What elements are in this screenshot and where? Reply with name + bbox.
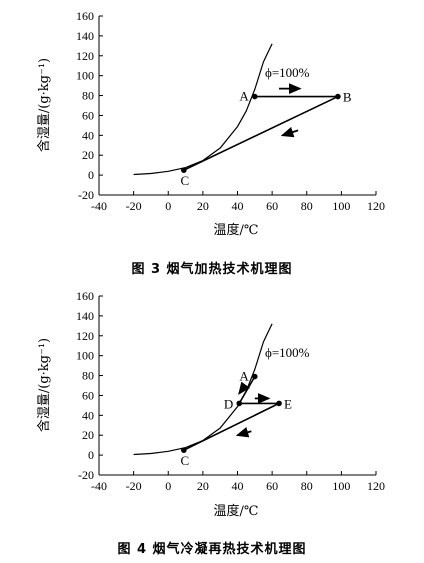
chart-4-y-tick-label: 20 [82,428,94,442]
chart-3-x-tick-label: -20 [126,199,142,213]
chart-4-y-tick-label: 40 [82,408,94,422]
chart-4-x-tick-label: 40 [232,479,244,493]
chart-4-point-label-d: D [224,396,233,411]
figure-3-caption: 图 3 烟气加热技术机理图 [131,261,292,277]
figure-4-caption: 图 4 烟气冷凝再热技术机理图 [117,541,306,557]
chart-3-point-b [335,93,341,100]
chart-3-y-tick-label: 140 [76,29,94,43]
chart-4-y-tick-label: -20 [78,468,94,482]
chart-4-y-tick-label: 140 [76,309,94,323]
chart-4-y-tick-label: 120 [76,329,94,343]
chart-3-y-tick-label: 60 [82,108,94,122]
chart-3-y-tick-label: 80 [82,89,94,103]
chart-3-y-tick-label: 0 [88,168,94,182]
chart-3-direction-arrow [280,126,299,138]
chart-3-x-tick-label: 60 [266,199,278,213]
figure-3: -40 -20 0 20 40 60 80 100 120-200204060801001201… [36,9,385,277]
chart-3-curve-label: ϕ=100% [265,65,310,80]
chart-3-point-label-c: C [180,173,189,188]
chart-4-point-label-a: A [239,369,249,384]
chart-4-plot: -40 -20 0 20 40 60 80 100 120-200204060801001201… [76,289,385,493]
chart-3-y-tick-label: 160 [76,9,94,23]
chart-3-x-tick-label: 120 [367,199,385,213]
chart-4-y-tick-label: 60 [82,388,94,402]
chart-4-x-tick-label: -40 [91,479,107,493]
chart-3-saturation-curve [133,43,273,176]
chart-3-point-label-a: A [239,89,249,104]
chart-3-x-tick-label: 40 [232,199,244,213]
chart-4-point-c [181,447,187,453]
chart-3-point-c [181,167,187,173]
chart-3-x-tick-label: -40 [91,199,107,213]
figure-4: -40 -20 0 20 40 60 80 100 120-200204060801001201… [36,289,385,557]
chart-4-y-tick-label: 100 [76,349,94,363]
chart-4-y-tick-label: 80 [82,369,94,383]
chart-4-point-label-c: C [180,453,189,468]
chart-4-x-tick-label: 80 [301,479,313,493]
chart-4-xlabel: 温度/℃ [214,503,259,519]
chart-3-x-tick-label: 20 [197,199,209,213]
chart-4-x-tick-label: 0 [165,479,171,493]
chart-4-process-line-ce [183,402,280,451]
chart-3-process-line-cb [183,95,339,171]
chart-3-y-tick-label: 100 [76,69,94,83]
chart-4-x-tick-label: -20 [126,479,142,493]
chart-4-ylabel: 含湿量/(g·kg⁻¹) [36,338,52,432]
chart-3-xlabel: 温度/℃ [214,222,259,238]
chart-4-y-tick-label: 0 [88,448,94,462]
chart-4-point-e [276,400,282,407]
chart-3-point-a [252,93,258,100]
chart-4-x-tick-label: 20 [197,479,209,493]
chart-4-x-tick-label: 60 [266,479,278,493]
chart-3-y-tick-label: 120 [76,49,94,63]
chart-3-point-label-b: B [343,90,352,105]
chart-3-x-tick-label: 0 [165,199,171,213]
chart-4-saturation-curve [133,323,273,456]
chart-4-x-tick-label: 100 [332,479,350,493]
chart-4-curve-label: ϕ=100% [265,345,310,360]
chart-3-y-tick-label: 20 [82,148,94,162]
chart-3-x-tick-label: 100 [332,199,350,213]
chart-3-x-tick-label: 80 [301,199,313,213]
chart-4-point-d [236,400,243,407]
chart-3-y-tick-label: -20 [78,188,94,202]
chart-4-y-tick-label: 160 [76,289,94,303]
chart-4-point-label-e: E [284,396,292,411]
chart-4-x-tick-label: 120 [367,479,385,493]
chart-4-direction-arrow [235,427,252,438]
chart-3-y-tick-label: 40 [82,128,94,142]
chart-4-direction-arrow [238,381,251,395]
chart-3-plot: -40 -20 0 20 40 60 80 100 120-200204060801001201… [76,9,385,213]
chart-3-ylabel: 含湿量/(g·kg⁻¹) [36,58,52,152]
chart-4-point-a [252,373,258,380]
